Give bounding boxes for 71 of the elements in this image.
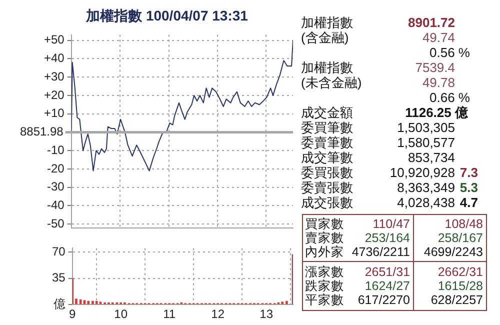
y-tick-label: +20: [44, 88, 65, 102]
text: 4699/2243: [424, 245, 483, 259]
text: 委賣張數: [301, 180, 353, 195]
text: 7539.4: [415, 60, 455, 75]
y-tick-label: 70: [52, 244, 66, 258]
bar: [95, 300, 98, 304]
text: 1624/27: [364, 279, 410, 293]
text: 跌家數: [305, 279, 344, 293]
text: 10,920,928: [390, 165, 455, 180]
text: 49.74: [422, 30, 455, 45]
text: 8901.72: [408, 15, 455, 30]
text: 1,580,577: [397, 135, 455, 150]
text: 委買張數: [301, 165, 353, 180]
text: 8851.98: [20, 124, 64, 139]
text: 成交張數: [301, 195, 353, 210]
text: 漲家數: [305, 265, 344, 279]
text: 平家數: [305, 293, 344, 307]
x-tick-label: 13: [260, 307, 274, 322]
text: 1126.25 億: [405, 105, 468, 120]
text: 0.66 %: [430, 90, 470, 105]
y-tick-label: +30: [44, 69, 65, 84]
y-tick-label: -30: [47, 180, 65, 194]
text: 4.7: [460, 195, 478, 210]
y-tick-label: +40: [44, 51, 65, 66]
text: 加權指數: [301, 15, 353, 30]
y-tick-label: 億: [53, 296, 66, 311]
text: 買家數: [305, 217, 344, 231]
y-tick-label: +10: [44, 106, 65, 120]
text: 110/47: [372, 217, 410, 231]
bar: [87, 300, 90, 304]
text: 49.78: [422, 75, 455, 90]
y-tick-label: -10: [47, 142, 65, 157]
text: 2662/31: [438, 265, 483, 279]
y-tick-label: +50: [44, 32, 65, 47]
y-tick-label: -40: [47, 198, 65, 212]
y-tick-label: 35: [52, 270, 66, 285]
text: 委買筆數: [301, 120, 353, 135]
x-tick-label: 10: [114, 307, 128, 322]
text: (未含金融): [301, 75, 362, 90]
bar: [281, 302, 284, 304]
text: 0.56 %: [430, 45, 470, 60]
text: 成交筆數: [301, 150, 353, 165]
text: 賣家數: [305, 231, 344, 245]
x-tick-label: 11: [163, 307, 176, 322]
text: 253/164: [364, 231, 410, 245]
bar: [92, 300, 94, 304]
chart-title: 加權指數 100/04/07 13:31: [85, 7, 248, 24]
text: 8,363,349: [397, 180, 455, 195]
text: 4736/2211: [352, 245, 410, 259]
text: 4,028,438: [397, 195, 455, 210]
text: 1,503,305: [397, 120, 455, 135]
text: (含金融): [301, 30, 349, 45]
text: 628/2257: [430, 293, 483, 307]
x-tick-label: 9: [69, 307, 76, 322]
text: 258/167: [438, 231, 483, 245]
text: 5.3: [460, 180, 478, 195]
bar: [79, 299, 82, 304]
text: 成交金額: [301, 105, 353, 120]
text: 委賣筆數: [301, 135, 353, 150]
y-tick-label: -20: [47, 161, 65, 176]
text: 853,734: [408, 150, 455, 165]
y-tick-label: -50: [47, 216, 65, 230]
text: 2651/31: [364, 265, 410, 279]
x-tick-label: 12: [211, 307, 225, 322]
text: 617/2270: [358, 293, 410, 307]
text: 7.3: [460, 165, 478, 180]
bar: [286, 300, 288, 304]
text: 108/48: [444, 217, 483, 231]
text: 1615/28: [438, 279, 483, 293]
text: 加權指數: [301, 60, 353, 75]
text: 內外家: [305, 245, 344, 259]
